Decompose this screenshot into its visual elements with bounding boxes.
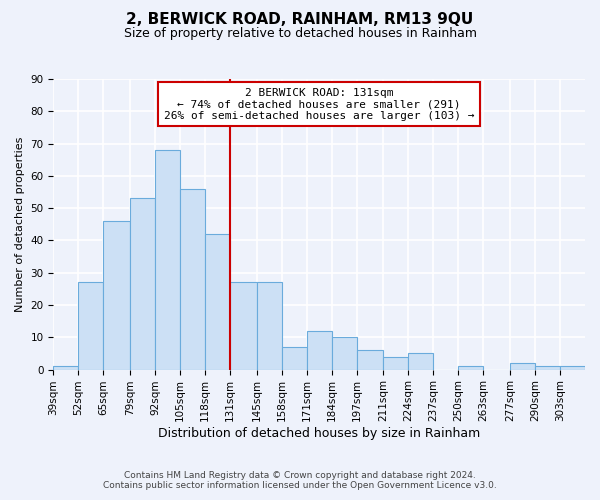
Bar — [205, 234, 230, 370]
Bar — [155, 150, 180, 370]
Text: Contains HM Land Registry data © Crown copyright and database right 2024.
Contai: Contains HM Land Registry data © Crown c… — [103, 470, 497, 490]
Text: 2 BERWICK ROAD: 131sqm
← 74% of detached houses are smaller (291)
26% of semi-de: 2 BERWICK ROAD: 131sqm ← 74% of detached… — [164, 88, 475, 121]
Bar — [458, 366, 483, 370]
X-axis label: Distribution of detached houses by size in Rainham: Distribution of detached houses by size … — [158, 427, 481, 440]
Bar — [130, 198, 155, 370]
Bar — [332, 338, 356, 370]
Bar — [535, 366, 560, 370]
Bar — [560, 366, 585, 370]
Text: 2, BERWICK ROAD, RAINHAM, RM13 9QU: 2, BERWICK ROAD, RAINHAM, RM13 9QU — [127, 12, 473, 28]
Bar — [79, 282, 103, 370]
Bar — [103, 221, 130, 370]
Bar — [257, 282, 282, 370]
Bar — [180, 189, 205, 370]
Y-axis label: Number of detached properties: Number of detached properties — [15, 136, 25, 312]
Bar — [307, 331, 332, 370]
Bar — [510, 363, 535, 370]
Bar — [356, 350, 383, 370]
Text: Size of property relative to detached houses in Rainham: Size of property relative to detached ho… — [124, 28, 476, 40]
Bar — [53, 366, 79, 370]
Bar — [383, 356, 409, 370]
Bar — [230, 282, 257, 370]
Bar — [282, 347, 307, 370]
Bar — [409, 354, 433, 370]
